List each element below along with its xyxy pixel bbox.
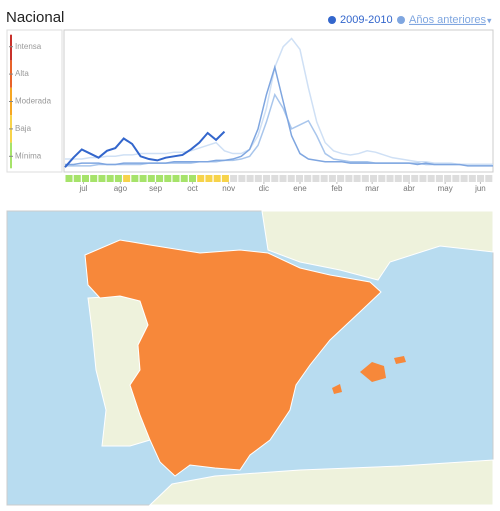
week-cell [328,175,336,182]
y-tick-label: Mínima [15,151,42,160]
week-cell [263,175,271,182]
week-cell [427,175,435,182]
france [261,210,494,281]
week-cell [271,175,279,182]
ibiza [332,384,342,394]
week-cell [90,175,98,182]
x-tick-label: may [438,184,453,193]
week-cell [221,175,229,182]
week-cell [73,175,81,182]
week-cell [123,175,131,182]
y-tick-label: Alta [15,69,29,78]
x-tick-label: jul [78,184,87,193]
week-cell [394,175,402,182]
level-bar [10,142,12,169]
week-cell [114,175,122,182]
x-tick-label: oct [187,184,198,193]
week-cell [230,175,238,182]
x-tick-label: ene [293,184,307,193]
week-cell [295,175,303,182]
week-cell [353,175,361,182]
legend-link[interactable]: Años anteriores [409,14,487,26]
level-bar [10,34,12,61]
series-line [64,130,226,168]
week-cell [312,175,320,182]
y-tick-label: Baja [15,124,32,133]
week-cell [337,175,345,182]
series-line [65,37,493,166]
mallorca [360,362,386,382]
week-cell [411,175,419,182]
x-tick-label: dic [259,184,269,193]
week-cell [345,175,353,182]
x-tick-label: abr [403,184,415,193]
legend-label: 2009-2010 [340,14,393,26]
week-cell [246,175,254,182]
legend-swatch [328,16,336,24]
dropdown-arrow[interactable]: ▾ [487,15,492,25]
africa [148,459,494,506]
y-tick-label: Moderada [15,97,52,106]
week-cell [485,175,493,182]
week-cell [402,175,410,182]
x-tick-label: jun [474,184,486,193]
x-tick-label: nov [222,184,235,193]
week-cell [139,175,147,182]
week-cell [304,175,312,182]
week-cell [164,175,172,182]
series-line [65,64,493,167]
x-tick-label: ago [114,184,128,193]
week-cell [435,175,443,182]
chart-title: Nacional [6,9,64,26]
week-cell [386,175,394,182]
week-cell [419,175,427,182]
x-tick-label: mar [365,184,379,193]
week-cell [254,175,262,182]
week-cell [361,175,369,182]
week-cell [65,175,73,182]
week-cell [156,175,164,182]
menorca [394,356,406,364]
level-legend-box [6,29,63,173]
week-cell [172,175,180,182]
week-cell [452,175,460,182]
legend-swatch [397,16,405,24]
week-cell [460,175,468,182]
week-cell [131,175,139,182]
week-cell [81,175,89,182]
week-cell [370,175,378,182]
week-cell [180,175,188,182]
week-cell [477,175,485,182]
x-tick-label: feb [331,184,343,193]
week-cell [147,175,155,182]
week-cell [287,175,295,182]
spain [84,239,382,477]
week-cell [106,175,114,182]
y-tick-label: Intensa [15,42,42,51]
week-cell [320,175,328,182]
week-cell [378,175,386,182]
week-cell [444,175,452,182]
week-cell [205,175,213,182]
week-cell [468,175,476,182]
week-cell [213,175,221,182]
x-tick-label: sep [149,184,162,193]
map [6,210,494,506]
week-cell [238,175,246,182]
week-cell [279,175,287,182]
week-cell [98,175,106,182]
week-cell [188,175,196,182]
week-cell [197,175,205,182]
